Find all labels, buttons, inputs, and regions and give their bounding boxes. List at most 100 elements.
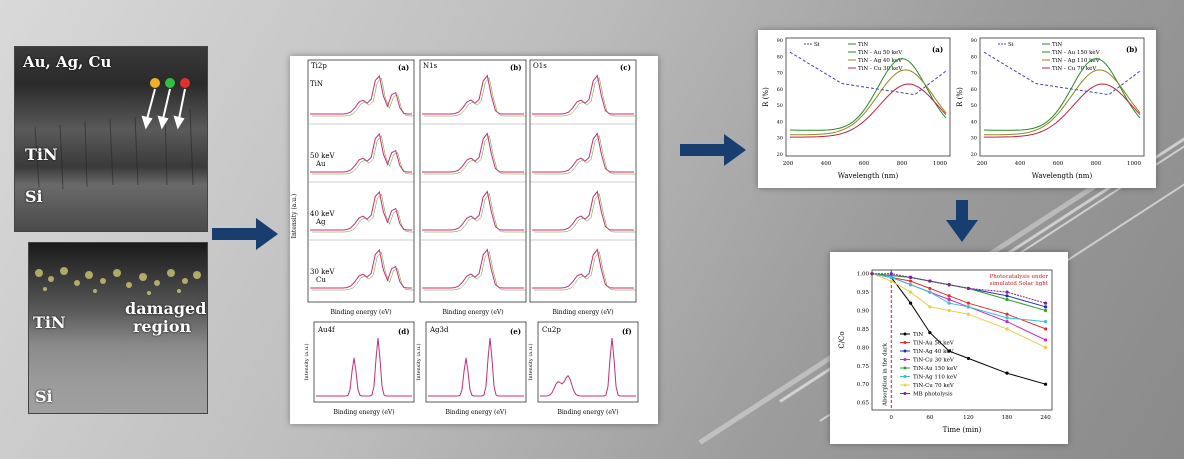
- xps-small-letter: (f): [622, 327, 632, 336]
- photo-legend-entry: MB photolysis: [913, 392, 953, 398]
- reflect-xlabel: Wavelength (nm): [1032, 172, 1093, 180]
- implant-elements-label: Au, Ag, Cu: [23, 53, 112, 71]
- reflect-panel-letter: (b): [1126, 45, 1138, 54]
- xps-fit-component: [424, 135, 526, 175]
- xps-xlabel: Binding energy (eV): [442, 309, 503, 316]
- photo-legend-marker: [903, 349, 907, 353]
- arrow-right-icon: [212, 218, 278, 250]
- xps-small-frame: [313, 321, 415, 403]
- reflect-panel-letter: (a): [932, 45, 943, 54]
- reflect-xtick: 400: [1015, 161, 1026, 167]
- xps-spectrum-line: [310, 132, 412, 173]
- photo-data-point: [928, 290, 932, 294]
- photo-data-point: [966, 305, 971, 309]
- xps-xlabel: Binding energy (eV): [330, 309, 391, 316]
- reflect-ytick: 90: [971, 38, 977, 44]
- photo-data-point: [1043, 301, 1048, 305]
- xps-spectrum-line: [422, 190, 524, 231]
- reflect-ytick: 50: [971, 103, 977, 109]
- reflect-legend-entry: Si: [814, 42, 820, 48]
- reflect-ytick: 30: [971, 136, 977, 142]
- xps-panel-frame: [529, 59, 637, 303]
- cu-particle-icon: [180, 78, 190, 88]
- xps-panel-element: N1s: [423, 62, 438, 70]
- photocatalysis-figure: Photocatalysis under simulated Solar ligh…: [830, 252, 1068, 444]
- si-substrate-label: Si: [35, 387, 53, 406]
- photo-data-point: [966, 312, 971, 316]
- eds-image-bottom: damaged region TiN Si: [28, 242, 208, 414]
- reflect-ytick: 90: [777, 38, 783, 44]
- xps-panel-element: Ti2p: [311, 62, 327, 70]
- au-particle-icon: [150, 78, 160, 88]
- arrow-down-icon: [946, 200, 978, 242]
- photo-legend-entry: TiN: [913, 332, 923, 338]
- reflect-frame: [979, 37, 1145, 157]
- xps-panel-letter: (c): [620, 63, 631, 72]
- tin-layer-label: TiN: [33, 313, 66, 332]
- xps-small-xlabel: Binding energy (eV): [445, 409, 506, 416]
- xps-fit-component: [534, 193, 636, 233]
- xps-row-label: 40 keV: [310, 210, 336, 218]
- si-substrate-label: Si: [25, 187, 43, 206]
- reflect-legend-entry: TiN - Cu 30 keV: [858, 66, 903, 72]
- reflect-ytick: 80: [971, 54, 977, 60]
- xps-fit-component: [312, 251, 414, 291]
- xps-small-frame: [537, 321, 639, 403]
- photo-legend-marker: [903, 392, 907, 395]
- xps-row-label: 50 keV: [310, 152, 336, 160]
- photo-data-point: [1043, 382, 1048, 386]
- arrow-right-icon: [680, 134, 746, 166]
- photo-series-line: [871, 273, 1046, 311]
- photo-legend-marker: [903, 375, 907, 378]
- xps-panel-element: O1s: [533, 62, 547, 70]
- xps-small-element: Cu2p: [542, 326, 561, 334]
- xps-spectrum-line: [422, 132, 524, 173]
- reflect-ytick: 60: [777, 87, 783, 93]
- photo-ytick: 0.65: [857, 401, 870, 407]
- reflect-legend-entry: TiN - Ag 40 keV: [858, 58, 903, 64]
- photo-ytick: 0.85: [857, 327, 870, 333]
- reflect-ytick: 40: [971, 119, 977, 125]
- xps-spectrum-line: [422, 248, 524, 289]
- reflect-ytick: 70: [777, 71, 783, 77]
- xps-small-xlabel: Binding energy (eV): [333, 409, 394, 416]
- xps-row-label: Cu: [316, 276, 326, 284]
- xps-row-label: 30 keV: [310, 268, 336, 276]
- reflect-xtick: 1000: [933, 161, 947, 167]
- reflect-curve-tin: [789, 58, 947, 131]
- photo-xtick: 60: [926, 415, 933, 421]
- photo-data-point: [928, 331, 932, 335]
- photo-xtick: 120: [963, 415, 974, 421]
- photo-data-point: [1005, 327, 1009, 331]
- photo-legend-entry: TiN-Ag 40 keV: [913, 349, 955, 355]
- photo-series-line: [871, 273, 1046, 348]
- photo-data-point: [1005, 294, 1009, 298]
- photo-data-point: [1005, 312, 1009, 316]
- photo-data-point: [928, 305, 932, 309]
- photo-series-line: [872, 273, 1046, 304]
- tin-layer-label: TiN: [25, 145, 58, 164]
- reflect-ylabel: R (%): [956, 87, 964, 107]
- xps-panel-frame: [419, 59, 527, 303]
- photo-data-point: [947, 301, 951, 305]
- damaged-region-label-1: damaged: [125, 299, 207, 318]
- xps-fit-component: [534, 77, 636, 117]
- photo-legend-marker: [903, 341, 907, 344]
- xps-spectrum-line: [310, 248, 412, 289]
- xps-small-ylabel: Intensity (a.u.): [415, 343, 422, 380]
- photo-data-point: [1043, 345, 1048, 349]
- reflect-curve-si: [789, 51, 947, 96]
- reflect-xlabel: Wavelength (nm): [838, 172, 899, 180]
- photo-plot-frame: [871, 269, 1053, 411]
- photo-data-point: [908, 279, 913, 283]
- reflect-xtick: 800: [897, 161, 908, 167]
- photo-data-point: [1005, 319, 1009, 324]
- photo-legend-entry: TiN-Cu 70 keV: [913, 383, 955, 389]
- photo-annotation-2: simulated Solar light: [990, 281, 1049, 287]
- reflect-xtick: 200: [977, 161, 988, 167]
- xps-fit-component: [534, 251, 636, 291]
- xps-fit-component: [312, 193, 414, 233]
- xps-spectrum-line: [532, 248, 634, 289]
- photo-data-point: [1005, 297, 1009, 302]
- xps-fit-component: [312, 135, 414, 175]
